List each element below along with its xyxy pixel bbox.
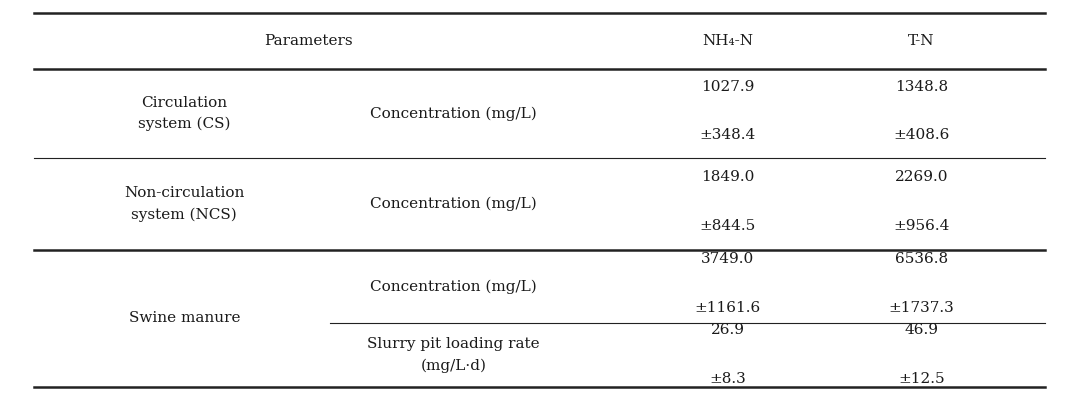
Text: Parameters: Parameters (263, 34, 353, 48)
Text: 1027.9: 1027.9 (701, 80, 754, 94)
Text: Slurry pit loading rate
(mg/L·d): Slurry pit loading rate (mg/L·d) (367, 337, 540, 372)
Text: 46.9: 46.9 (904, 323, 939, 337)
Text: Swine manure: Swine manure (128, 311, 241, 325)
Text: 26.9: 26.9 (711, 323, 745, 337)
Text: ±844.5: ±844.5 (699, 219, 756, 233)
Text: Circulation
system (CS): Circulation system (CS) (138, 96, 231, 131)
Text: ±1737.3: ±1737.3 (889, 301, 955, 315)
Text: ±408.6: ±408.6 (893, 128, 950, 142)
Text: 3749.0: 3749.0 (701, 252, 754, 266)
Text: Concentration (mg/L): Concentration (mg/L) (370, 197, 536, 211)
Text: 1849.0: 1849.0 (701, 170, 754, 184)
Text: T-N: T-N (909, 34, 934, 48)
Text: Concentration (mg/L): Concentration (mg/L) (370, 279, 536, 294)
Text: ±956.4: ±956.4 (893, 219, 950, 233)
Text: 2269.0: 2269.0 (894, 170, 948, 184)
Text: ±12.5: ±12.5 (898, 372, 945, 386)
Text: Non-circulation
system (NCS): Non-circulation system (NCS) (124, 186, 245, 222)
Text: Concentration (mg/L): Concentration (mg/L) (370, 106, 536, 121)
Text: NH₄-N: NH₄-N (702, 34, 753, 48)
Text: 1348.8: 1348.8 (894, 80, 948, 94)
Text: ±348.4: ±348.4 (699, 128, 756, 142)
Text: 6536.8: 6536.8 (894, 252, 948, 266)
Text: ±8.3: ±8.3 (710, 372, 747, 386)
Text: ±1161.6: ±1161.6 (695, 301, 761, 315)
